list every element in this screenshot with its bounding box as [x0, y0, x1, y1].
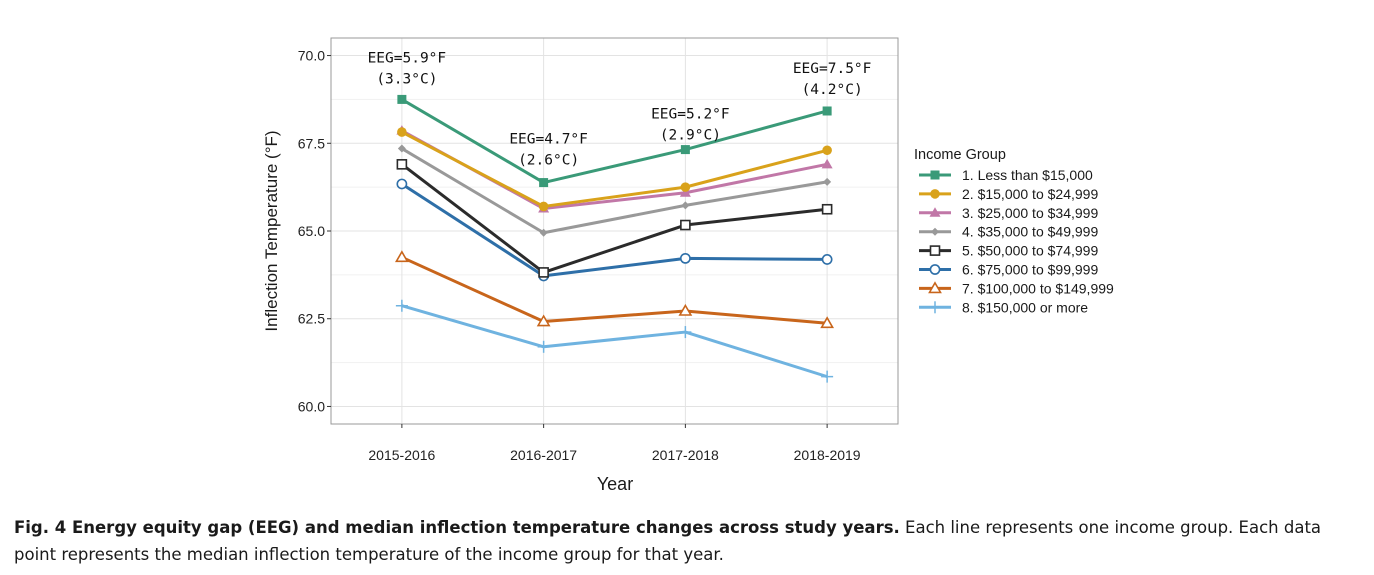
legend-item: 8. $150,000 or more: [919, 299, 1088, 315]
x-axis-title: Year: [597, 474, 633, 494]
data-point: [679, 326, 692, 339]
legend-label: 1. Less than $15,000: [962, 167, 1093, 183]
x-tick-label: 2016-2017: [510, 447, 577, 463]
data-point: [821, 254, 833, 265]
legend: Income Group 1. Less than $15,000 2. $15,…: [914, 147, 1114, 315]
legend-swatch-marker: [929, 264, 941, 275]
series-4: [397, 144, 832, 237]
y-tick-label: 60.0: [298, 398, 325, 414]
legend-items: 1. Less than $15,000 2. $15,000 to $24,99…: [919, 167, 1114, 315]
series-line: [401, 304, 828, 379]
data-point: [538, 201, 549, 212]
x-tick-label: 2018-2019: [794, 447, 861, 463]
data-point: [679, 187, 691, 197]
data-point: [820, 316, 835, 329]
series-line: [401, 130, 828, 208]
legend-item: 3. $25,000 to $34,999: [919, 205, 1098, 221]
series-7: [394, 250, 835, 329]
legend-item: 1. Less than $15,000: [919, 167, 1093, 183]
data-point: [396, 178, 408, 190]
legend-label: 2. $15,000 to $24,999: [962, 186, 1098, 202]
data-point: [538, 267, 549, 278]
legend-label: 7. $100,000 to $149,999: [962, 280, 1114, 296]
data-point: [681, 201, 690, 210]
legend-item: 7. $100,000 to $149,999: [919, 280, 1114, 296]
data-point: [394, 250, 409, 263]
legend-item: 6. $75,000 to $99,999: [919, 262, 1098, 278]
data-point: [395, 299, 408, 312]
legend-swatch-marker: [928, 281, 942, 294]
eeg-annotation-f: EEG=7.5°F: [793, 61, 872, 77]
data-point: [822, 106, 832, 116]
series-line: [401, 182, 828, 278]
legend-swatch-marker: [931, 227, 939, 236]
legend-label: 8. $150,000 or more: [962, 299, 1088, 315]
data-point: [397, 144, 406, 153]
figure-caption: Fig. 4 Energy equity gap (EEG) and media…: [14, 514, 1364, 568]
data-point: [679, 252, 691, 264]
data-point: [822, 145, 832, 156]
x-tick-label: 2017-2018: [652, 447, 719, 463]
caption-text: Each line represents one income group. E…: [14, 518, 1322, 564]
grid: [331, 38, 898, 424]
eeg-annotation-f: EEG=4.7°F: [509, 131, 588, 147]
legend-swatch-marker: [929, 301, 941, 314]
eeg-annotation-c: (4.2°C): [802, 82, 863, 98]
series-3: [396, 125, 833, 213]
legend-title: Income Group: [914, 147, 1006, 163]
y-tick-label: 70.0: [298, 48, 325, 64]
eeg-annotation-f: EEG=5.9°F: [368, 51, 447, 67]
eeg-annotation-f: EEG=5.2°F: [651, 107, 730, 123]
data-point: [821, 370, 834, 383]
caption-title: Fig. 4 Energy equity gap (EEG) and media…: [14, 518, 900, 537]
data-point: [396, 159, 408, 170]
data-point: [821, 203, 833, 215]
data-point: [678, 303, 693, 316]
data-point: [539, 228, 548, 237]
legend-label: 3. $25,000 to $34,999: [962, 205, 1098, 221]
series-6: [396, 178, 833, 282]
axes: 60.0 62.5 65.0 67.5 70.0 2015-2016 2016-2017 20…: [298, 48, 861, 463]
legend-label: 4. $35,000 to $49,999: [962, 224, 1098, 240]
series-5: [396, 159, 833, 278]
legend-label: 6. $75,000 to $99,999: [962, 262, 1098, 278]
series-line: [401, 98, 828, 185]
data-point: [680, 145, 690, 155]
eeg-annotation-c: (2.9°C): [660, 128, 721, 144]
legend-label: 5. $50,000 to $74,999: [962, 243, 1098, 259]
y-tick-label: 65.0: [298, 223, 325, 239]
y-axis-title: Inflection Temperature (°F): [262, 130, 281, 331]
x-tick-label: 2015-2016: [368, 447, 435, 463]
legend-swatch-marker: [930, 170, 940, 180]
data-point: [537, 340, 550, 353]
series-line: [401, 255, 828, 325]
series-1: [397, 94, 832, 188]
series-2: [397, 127, 832, 212]
eeg-annotation-c: (2.6°C): [518, 152, 579, 168]
legend-item: 5. $50,000 to $74,999: [919, 243, 1098, 259]
data-point: [539, 178, 549, 188]
legend-swatch-marker: [929, 207, 941, 217]
legend-swatch-marker: [930, 189, 940, 199]
eeg-annotation-c: (3.3°C): [376, 72, 437, 88]
series-line: [401, 147, 828, 235]
legend-item: 4. $35,000 to $49,999: [919, 224, 1098, 240]
data-point: [680, 182, 691, 192]
annotations: EEG=5.9°F (3.3°C) EEG=4.7°F (2.6°C) EEG=5.2°…: [368, 51, 872, 169]
data-point: [823, 177, 832, 186]
y-tick-label: 67.5: [298, 135, 325, 151]
legend-item: 2. $15,000 to $24,999: [919, 186, 1098, 202]
data-point: [397, 127, 407, 137]
data-point: [397, 94, 407, 104]
series-layer: [394, 94, 835, 383]
data-point: [680, 219, 691, 231]
series-line: [400, 163, 828, 274]
series-8: [395, 299, 834, 383]
y-tick-label: 62.5: [298, 311, 325, 327]
data-point: [821, 158, 833, 169]
data-point: [536, 314, 551, 327]
line-chart: 60.0 62.5 65.0 67.5 70.0 2015-2016 2016-2017 20…: [262, 37, 1114, 494]
legend-swatch-marker: [929, 245, 941, 256]
